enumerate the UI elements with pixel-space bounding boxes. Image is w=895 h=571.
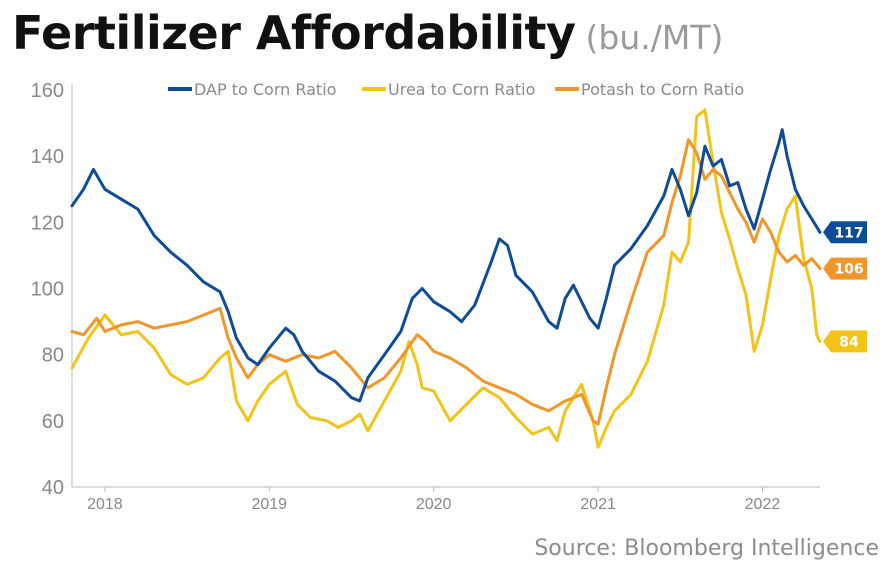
y-tick-label: 160: [31, 80, 64, 102]
end-label-value: 106: [834, 262, 863, 278]
series-line-1: [70, 128, 822, 403]
end-label-tag: [823, 330, 867, 353]
x-tick-label: 2019: [251, 496, 287, 513]
chart-title-block: Fertilizer Affordability (bu./MT): [12, 6, 723, 60]
axes: 40 60 80 100 120 140 160 2018 2019 2020 2021 2022: [31, 80, 820, 513]
legend: DAP to Corn Ratio Urea to Corn Ratio Potas…: [168, 80, 744, 99]
legend-label: Potash to Corn Ratio: [581, 80, 744, 99]
end-label-value: 84: [839, 334, 859, 350]
x-tick-label: 2018: [87, 496, 123, 513]
x-tick-label: 2022: [745, 496, 781, 513]
x-tick-label: 2021: [580, 496, 616, 513]
legend-label: Urea to Corn Ratio: [388, 80, 535, 99]
end-label-tag: [823, 257, 867, 280]
y-tick-label: 140: [31, 146, 64, 168]
y-tick-label: 120: [31, 212, 64, 234]
y-tick-label: 80: [42, 345, 64, 367]
x-tick-label: 2020: [416, 496, 452, 513]
end-labels: 117 84 106: [823, 221, 867, 353]
end-label-tag: [823, 221, 867, 244]
series-line-2: [70, 108, 822, 449]
chart-subtitle: (bu./MT): [585, 18, 724, 57]
series-lines: [70, 108, 822, 449]
source-note: Source: Bloomberg Intelligence: [534, 536, 879, 561]
y-tick-label: 60: [42, 411, 64, 433]
legend-label: DAP to Corn Ratio: [194, 80, 336, 99]
y-tick-label: 40: [42, 477, 64, 499]
series-line-3: [70, 138, 822, 426]
chart-title: Fertilizer Affordability: [12, 6, 576, 60]
y-tick-label: 100: [31, 279, 64, 301]
end-label-value: 117: [834, 225, 863, 241]
